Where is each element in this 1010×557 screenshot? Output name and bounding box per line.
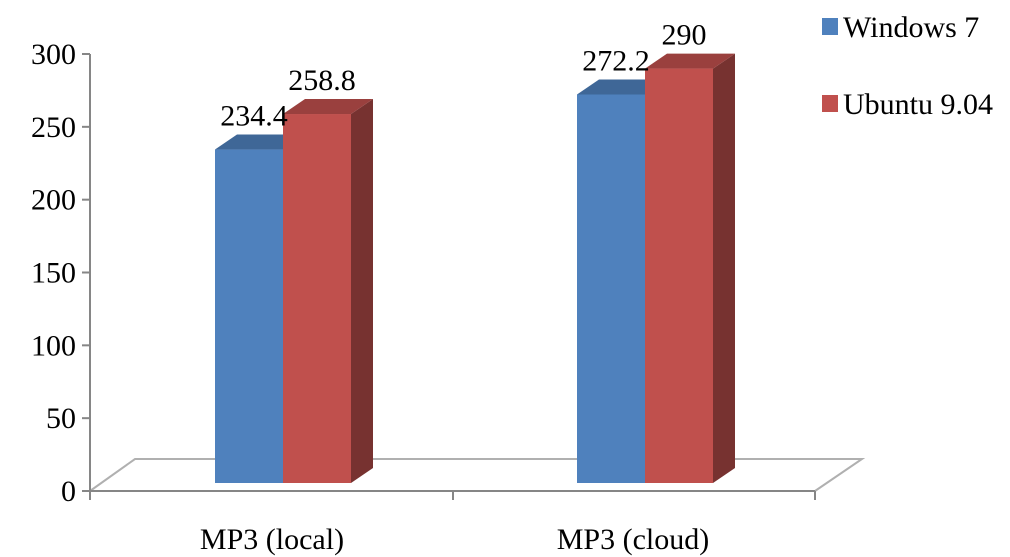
bar-front-face	[283, 114, 351, 484]
chart-floor	[89, 458, 866, 492]
legend: Windows 7 Ubuntu 9.04	[822, 11, 993, 121]
bar-front-face	[215, 149, 283, 484]
legend-item: Ubuntu 9.04	[822, 88, 993, 121]
legend-swatch	[822, 95, 838, 112]
bar-top-face	[215, 134, 305, 150]
legend-label: Windows 7	[843, 11, 979, 44]
bar-top-face	[283, 99, 373, 115]
bars	[215, 53, 735, 484]
floor-outline	[89, 458, 866, 492]
value-labels: 234.4 272.2 258.8 290	[220, 19, 706, 133]
y-tick-label: 150	[31, 257, 76, 290]
bar-top-face	[645, 53, 735, 69]
data-label: 234.4	[220, 100, 288, 133]
y-tick-label: 100	[31, 329, 76, 362]
data-label: 290	[662, 19, 707, 52]
y-tick-label: 250	[31, 111, 76, 144]
bar-side-face	[351, 99, 373, 484]
category-label: MP3 (cloud)	[557, 523, 710, 556]
bar-front-face	[645, 68, 713, 484]
legend-item: Windows 7	[822, 11, 979, 44]
bar-top-face	[577, 79, 667, 95]
y-tick-label: 300	[31, 38, 76, 71]
category-label: MP3 (local)	[200, 523, 344, 556]
y-tick-label: 50	[46, 402, 76, 435]
bar-side-face	[713, 53, 735, 484]
data-label: 272.2	[582, 44, 650, 77]
legend-swatch	[822, 18, 838, 35]
y-axis: 0 50 100 150 200 250 300	[31, 38, 91, 508]
legend-label: Ubuntu 9.04	[843, 88, 993, 121]
bar-ubuntu-9-04	[283, 99, 373, 484]
data-label: 258.8	[288, 64, 356, 97]
y-tick-label: 0	[61, 475, 76, 508]
bar-front-face	[577, 94, 645, 483]
x-axis: MP3 (local) MP3 (cloud)	[89, 490, 816, 556]
bar-ubuntu-9-04	[645, 53, 735, 484]
y-tick-label: 200	[31, 184, 76, 217]
